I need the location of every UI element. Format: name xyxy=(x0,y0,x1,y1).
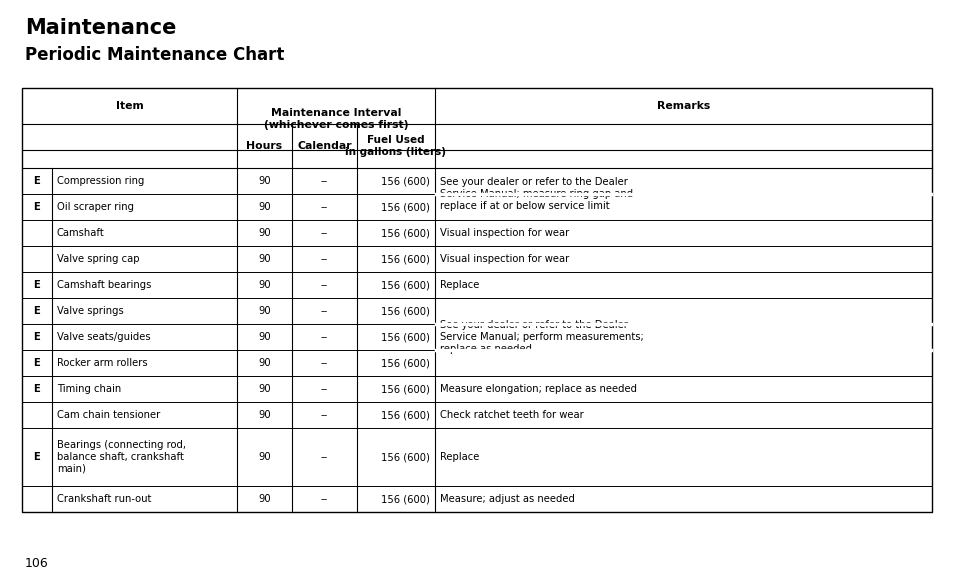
Text: --: -- xyxy=(320,452,328,462)
Text: 90: 90 xyxy=(258,228,271,238)
Text: --: -- xyxy=(320,384,328,394)
Text: 156 (600): 156 (600) xyxy=(381,254,430,264)
Text: Periodic Maintenance Chart: Periodic Maintenance Chart xyxy=(25,46,284,64)
Text: E: E xyxy=(33,384,40,394)
Text: 90: 90 xyxy=(258,384,271,394)
Text: 90: 90 xyxy=(258,280,271,290)
Text: Camshaft bearings: Camshaft bearings xyxy=(57,280,152,290)
Text: 106: 106 xyxy=(25,557,49,570)
Text: See your dealer or refer to the Dealer
Service Manual; perform measurements;
rep: See your dealer or refer to the Dealer S… xyxy=(439,320,643,353)
Bar xyxy=(22,88,931,512)
Text: 90: 90 xyxy=(258,494,271,504)
Text: --: -- xyxy=(320,494,328,504)
Text: --: -- xyxy=(320,202,328,212)
Text: Rocker arm rollers: Rocker arm rollers xyxy=(57,358,148,368)
Text: Cam chain tensioner: Cam chain tensioner xyxy=(57,410,160,420)
Text: Maintenance: Maintenance xyxy=(25,18,176,38)
Text: --: -- xyxy=(320,228,328,238)
Text: Maintenance Interval
(whichever comes first): Maintenance Interval (whichever comes fi… xyxy=(263,108,408,130)
Text: Remarks: Remarks xyxy=(657,101,709,111)
Text: --: -- xyxy=(320,176,328,186)
Text: E: E xyxy=(33,306,40,316)
Text: 156 (600): 156 (600) xyxy=(381,306,430,316)
Text: 90: 90 xyxy=(258,202,271,212)
Text: 90: 90 xyxy=(258,452,271,462)
Text: Timing chain: Timing chain xyxy=(57,384,121,394)
Text: 156 (600): 156 (600) xyxy=(381,280,430,290)
Text: --: -- xyxy=(320,332,328,342)
Text: Visual inspection for wear: Visual inspection for wear xyxy=(439,254,569,264)
Text: Crankshaft run-out: Crankshaft run-out xyxy=(57,494,152,504)
Text: Valve spring cap: Valve spring cap xyxy=(57,254,139,264)
Text: --: -- xyxy=(320,280,328,290)
Text: 90: 90 xyxy=(258,410,271,420)
Text: Replace: Replace xyxy=(439,280,478,290)
Text: 156 (600): 156 (600) xyxy=(381,494,430,504)
Text: 156 (600): 156 (600) xyxy=(381,176,430,186)
Text: 156 (600): 156 (600) xyxy=(381,358,430,368)
Text: --: -- xyxy=(320,410,328,420)
Text: --: -- xyxy=(320,254,328,264)
Text: E: E xyxy=(33,202,40,212)
Text: Oil scraper ring: Oil scraper ring xyxy=(57,202,133,212)
Text: Replace: Replace xyxy=(439,452,478,462)
Text: 156 (600): 156 (600) xyxy=(381,332,430,342)
Text: Visual inspection for wear: Visual inspection for wear xyxy=(439,228,569,238)
Text: Measure elongation; replace as needed: Measure elongation; replace as needed xyxy=(439,384,637,394)
Text: --: -- xyxy=(320,306,328,316)
Text: E: E xyxy=(33,452,40,462)
Text: Valve springs: Valve springs xyxy=(57,306,124,316)
Text: E: E xyxy=(33,280,40,290)
Text: E: E xyxy=(33,332,40,342)
Text: 156 (600): 156 (600) xyxy=(381,384,430,394)
Text: 156 (600): 156 (600) xyxy=(381,452,430,462)
Text: Valve seats/guides: Valve seats/guides xyxy=(57,332,151,342)
Text: See your dealer or refer to the Dealer
Service Manual; measure ring gap and
repl: See your dealer or refer to the Dealer S… xyxy=(439,178,633,211)
Text: Hours: Hours xyxy=(246,141,282,151)
Text: 90: 90 xyxy=(258,332,271,342)
Text: 90: 90 xyxy=(258,254,271,264)
Text: 90: 90 xyxy=(258,176,271,186)
Text: 156 (600): 156 (600) xyxy=(381,228,430,238)
Text: Fuel Used
in gallons (liters): Fuel Used in gallons (liters) xyxy=(345,135,446,157)
Text: Measure; adjust as needed: Measure; adjust as needed xyxy=(439,494,575,504)
Text: Bearings (connecting rod,
balance shaft, crankshaft
main): Bearings (connecting rod, balance shaft,… xyxy=(57,440,186,473)
Text: Camshaft: Camshaft xyxy=(57,228,105,238)
Text: Calendar: Calendar xyxy=(297,141,352,151)
Text: 90: 90 xyxy=(258,358,271,368)
Text: 156 (600): 156 (600) xyxy=(381,202,430,212)
Text: E: E xyxy=(33,358,40,368)
Text: Compression ring: Compression ring xyxy=(57,176,144,186)
Text: E: E xyxy=(33,176,40,186)
Text: Item: Item xyxy=(115,101,143,111)
Text: 90: 90 xyxy=(258,306,271,316)
Text: --: -- xyxy=(320,358,328,368)
Text: 156 (600): 156 (600) xyxy=(381,410,430,420)
Text: Check ratchet teeth for wear: Check ratchet teeth for wear xyxy=(439,410,583,420)
